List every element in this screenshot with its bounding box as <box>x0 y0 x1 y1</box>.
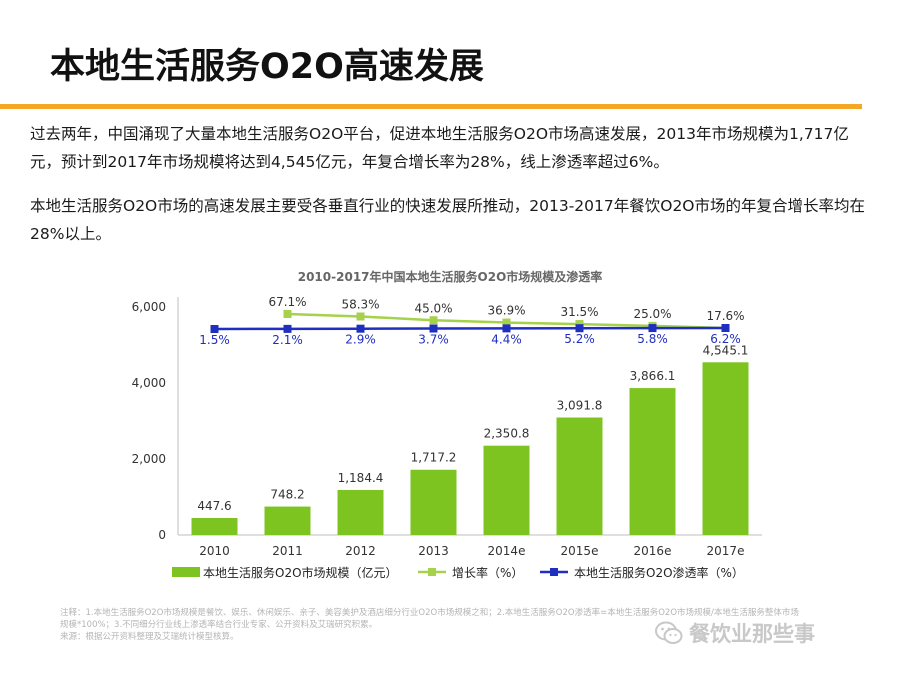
bar-value-label: 3,091.8 <box>557 399 603 413</box>
legend-growth-swatch-marker <box>428 568 436 576</box>
penetration-rate-marker <box>356 324 365 333</box>
bar-value-label: 748.2 <box>270 488 304 502</box>
growth-rate-label: 45.0% <box>414 301 452 315</box>
x-tick-label: 2014e <box>488 544 526 558</box>
bar <box>556 417 603 535</box>
penetration-rate-label: 2.9% <box>345 333 376 347</box>
slide-title: 本地生活服务O2O高速发展 <box>50 47 484 87</box>
penetration-rate-label: 4.4% <box>491 332 522 346</box>
watermark: 餐饮业那些事 <box>655 618 815 648</box>
x-tick-label: 2010 <box>199 544 230 558</box>
growth-rate-marker <box>283 310 292 318</box>
growth-rate-label: 36.9% <box>487 304 525 318</box>
penetration-rate-label: 2.1% <box>272 333 303 347</box>
legend-bar-swatch <box>172 567 200 577</box>
bar-value-label: 2,350.8 <box>484 427 530 441</box>
x-tick-label: 2012 <box>345 544 376 558</box>
penetration-rate-label: 5.2% <box>564 332 595 346</box>
legend-bar-label: 本地生活服务O2O市场规模（亿元） <box>203 565 398 580</box>
x-tick-label: 2017e <box>707 544 745 558</box>
bar-value-label: 447.6 <box>197 499 231 513</box>
footnote: 注释：1.本地生活服务O2O市场规模是餐饮、娱乐、休闲娱乐、亲子、美容美护及酒店… <box>60 607 800 643</box>
growth-rate-label: 25.0% <box>633 307 671 321</box>
bar <box>629 388 676 535</box>
chart-title: 2010-2017年中国本地生活服务O2O市场规模及渗透率 <box>297 270 603 284</box>
legend-penetration-label: 本地生活服务O2O渗透率（%） <box>574 565 744 580</box>
growth-rate-marker <box>429 316 438 325</box>
x-tick-label: 2016e <box>634 544 672 558</box>
bar <box>337 489 384 535</box>
bar-value-label: 4,545.1 <box>703 343 749 357</box>
penetration-rate-line <box>214 326 726 331</box>
penetration-rate-marker <box>429 324 438 333</box>
wechat-icon <box>655 621 683 644</box>
growth-rate-marker <box>575 320 584 329</box>
penetration-rate-marker <box>210 325 219 333</box>
intro-paragraph-1: 过去两年，中国涌现了大量本地生活服务O2O平台，促进本地生活服务O2O市场高速发… <box>30 125 849 171</box>
penetration-rate-marker <box>648 324 657 333</box>
y-tick-label: 0 <box>158 528 166 542</box>
legend-growth-label: 增长率（%） <box>452 565 523 580</box>
penetration-rate-label: 1.5% <box>199 333 230 347</box>
growth-rate-label: 17.6% <box>706 309 744 323</box>
growth-rate-marker <box>502 318 511 327</box>
growth-rate-label: 31.5% <box>560 305 598 319</box>
x-tick-label: 2011 <box>272 544 303 558</box>
footnote-notes: 注释：1.本地生活服务O2O市场规模是餐饮、娱乐、休闲娱乐、亲子、美容美护及酒店… <box>60 608 799 630</box>
growth-rate-label: 67.1% <box>268 295 306 309</box>
penetration-rate-label: 3.7% <box>418 333 449 347</box>
y-tick-label: 2,000 <box>132 452 166 466</box>
title-divider <box>0 104 862 109</box>
x-tick-label: 2013 <box>418 544 449 558</box>
penetration-rate-label: 6.2% <box>710 332 741 346</box>
growth-rate-marker <box>356 312 365 321</box>
penetration-rate-label: 5.8% <box>637 332 668 346</box>
bar <box>191 517 238 535</box>
footnote-source: 来源：根据公开资料整理及艾瑞统计模型核算。 <box>60 632 239 642</box>
bar-value-label: 1,717.2 <box>411 451 457 465</box>
legend-penetration-swatch-marker <box>550 568 558 576</box>
penetration-rate-marker <box>283 324 292 333</box>
bar-value-label: 3,866.1 <box>630 369 676 383</box>
bar <box>264 506 311 535</box>
bar <box>483 445 530 535</box>
penetration-rate-marker <box>721 324 730 332</box>
watermark-text: 餐饮业那些事 <box>689 622 815 646</box>
bar <box>702 362 749 535</box>
intro-paragraph-2: 本地生活服务O2O市场的高速发展主要受各垂直行业的快速发展所推动，2013-20… <box>30 197 866 243</box>
y-tick-label: 4,000 <box>132 376 166 390</box>
y-tick-label: 6,000 <box>132 300 166 314</box>
growth-rate-label: 58.3% <box>341 297 379 311</box>
x-tick-label: 2015e <box>561 544 599 558</box>
bar-value-label: 1,184.4 <box>338 471 384 485</box>
penetration-rate-marker <box>502 324 511 333</box>
penetration-rate-marker <box>575 324 584 333</box>
bar <box>410 469 457 535</box>
